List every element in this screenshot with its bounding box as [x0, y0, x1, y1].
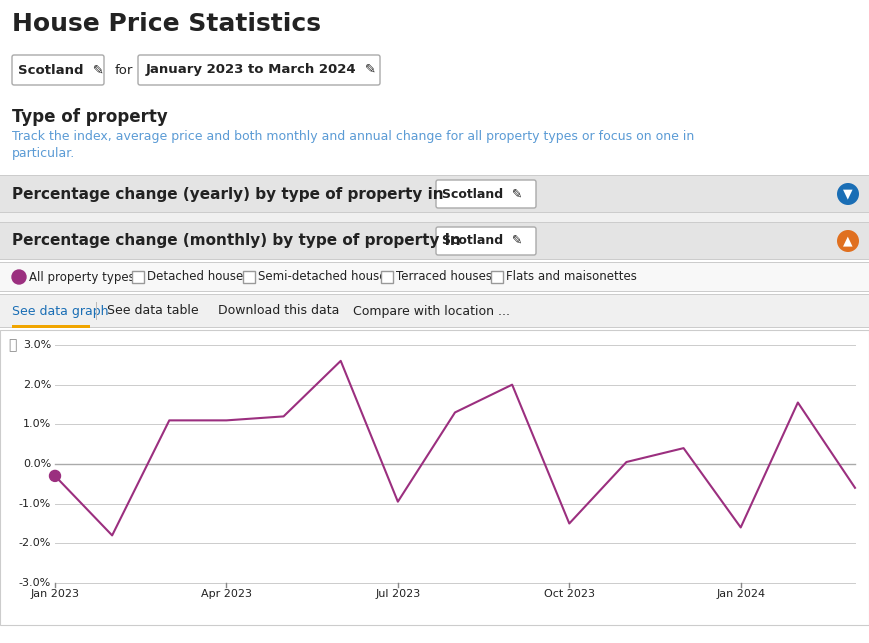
Text: 2.0%: 2.0%	[23, 379, 51, 390]
Text: Scotland  ✎: Scotland ✎	[442, 235, 522, 248]
Bar	[0, 291, 869, 292]
Circle shape	[50, 471, 61, 482]
Bar	[0, 294, 869, 295]
Text: See data graph: See data graph	[12, 305, 109, 318]
Bar	[0, 175, 869, 213]
Text: particular.: particular.	[12, 147, 76, 160]
Text: ▼: ▼	[843, 188, 852, 201]
Bar	[0, 259, 869, 260]
Text: All property types: All property types	[29, 271, 135, 284]
Text: See data table: See data table	[107, 305, 199, 318]
Text: -3.0%: -3.0%	[19, 578, 51, 588]
Text: Type of property: Type of property	[12, 108, 168, 126]
Circle shape	[12, 270, 26, 284]
Bar	[0, 327, 869, 328]
Text: Download this data: Download this data	[218, 305, 340, 318]
Bar	[242, 271, 255, 283]
Circle shape	[837, 230, 859, 252]
Text: -1.0%: -1.0%	[19, 499, 51, 509]
Text: Detached houses: Detached houses	[147, 271, 249, 284]
Text: Scotland  ✎: Scotland ✎	[442, 188, 522, 201]
Bar	[0, 294, 869, 328]
Text: 🔍: 🔍	[8, 338, 17, 352]
Text: Apr 2023: Apr 2023	[201, 589, 252, 599]
Bar	[381, 271, 393, 283]
Text: Jan 2023: Jan 2023	[30, 589, 79, 599]
Text: for: for	[115, 64, 133, 77]
FancyBboxPatch shape	[436, 180, 536, 208]
Text: Percentage change (yearly) by type of property in: Percentage change (yearly) by type of pr…	[12, 186, 444, 201]
Bar	[0, 212, 869, 213]
Text: Compare with location ...: Compare with location ...	[353, 305, 509, 318]
Bar	[0, 222, 869, 223]
FancyBboxPatch shape	[138, 55, 380, 85]
Text: Track the index, average price and both monthly and annual change for all proper: Track the index, average price and both …	[12, 130, 694, 143]
Text: Oct 2023: Oct 2023	[544, 589, 594, 599]
Text: Percentage change (monthly) by type of property in: Percentage change (monthly) by type of p…	[12, 233, 461, 248]
Text: January 2023 to March 2024  ✎: January 2023 to March 2024 ✎	[146, 64, 377, 77]
Text: Flats and maisonettes: Flats and maisonettes	[506, 271, 637, 284]
Bar	[132, 271, 144, 283]
Text: Jan 2024: Jan 2024	[716, 589, 766, 599]
Bar	[0, 222, 869, 260]
Bar	[0, 175, 869, 176]
Text: 3.0%: 3.0%	[23, 340, 51, 350]
Bar	[12, 325, 90, 328]
Text: 0.0%: 0.0%	[23, 459, 51, 469]
Circle shape	[837, 183, 859, 205]
FancyBboxPatch shape	[436, 227, 536, 255]
Bar	[0, 330, 869, 625]
Text: Semi-detached houses: Semi-detached houses	[257, 271, 392, 284]
Text: Terraced houses: Terraced houses	[395, 271, 492, 284]
Text: House Price Statistics: House Price Statistics	[12, 12, 321, 36]
Text: -2.0%: -2.0%	[18, 538, 51, 548]
Text: 1.0%: 1.0%	[23, 419, 51, 430]
Bar	[96, 302, 97, 320]
Bar	[0, 262, 869, 292]
Bar	[491, 271, 503, 283]
Text: ▲: ▲	[843, 235, 852, 248]
Bar	[0, 262, 869, 263]
Text: Jul 2023: Jul 2023	[375, 589, 421, 599]
FancyBboxPatch shape	[12, 55, 104, 85]
Text: Scotland  ✎: Scotland ✎	[18, 64, 104, 77]
Bar	[0, 213, 869, 222]
